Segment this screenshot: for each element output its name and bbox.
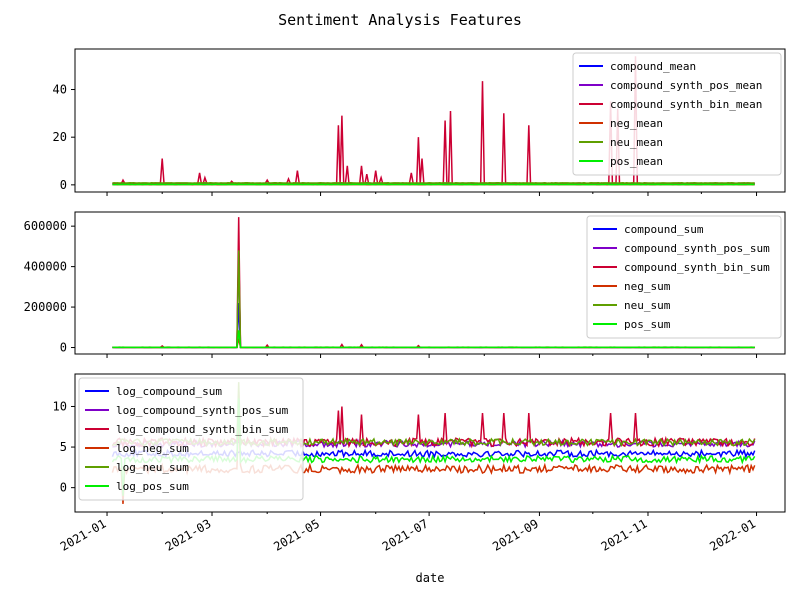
y-tick-label: 200000 <box>24 300 67 314</box>
legend-box <box>572 52 782 176</box>
x-tick-label: 2021-03 <box>163 516 214 553</box>
x-tick-label: 2022-01 <box>707 516 758 553</box>
legend: compound_sum compound_synth_pos_sumcompou… <box>586 215 782 339</box>
legend: log_compound_sum log_compound_synth_pos_s… <box>78 377 304 501</box>
series-line-pos_sum <box>112 330 755 349</box>
x-tick-label: 2021-01 <box>58 516 109 553</box>
axes-frame <box>74 373 786 513</box>
x-tick-label: 2021-05 <box>271 516 322 553</box>
x-tick-label: 2021-11 <box>599 516 650 553</box>
series-line-neg_sum <box>112 338 755 349</box>
chart-title: Sentiment Analysis Features <box>278 11 522 29</box>
legend-entry-compound_synth_pos_mean: compound_synth_pos_mean <box>610 79 762 92</box>
legend-entry-compound_synth_bin_mean: compound_synth_bin_mean <box>610 98 762 111</box>
series-lines <box>112 217 755 349</box>
y-tick-label: 0 <box>60 481 67 495</box>
legend-entry-log_compound_synth_bin_sum: log_compound_synth_bin_sum <box>116 423 289 436</box>
legend-entry-compound_mean: compound_mean <box>610 60 696 73</box>
y-tick-label: 0 <box>60 178 67 192</box>
y-tick-label: 0 <box>60 341 67 355</box>
legend-box <box>586 215 782 339</box>
legend-entry-compound_synth_bin_sum: compound_synth_bin_sum <box>624 261 770 274</box>
x-tick-label: 2021-07 <box>380 516 431 553</box>
y-tick-label: 5 <box>60 440 67 454</box>
y-tick-label: 40 <box>53 83 67 97</box>
y-tick-label: 10 <box>53 399 67 413</box>
panel-3: 0 5 10 2021-01 2021-03 2021-05 2021-07 2021-09 2… <box>53 373 786 554</box>
legend-entry-log_neu_sum: log_neu_sum <box>116 461 189 474</box>
x-tick-label: 2021-09 <box>490 516 541 553</box>
legend-entry-log_compound_synth_pos_sum: log_compound_synth_pos_sum <box>116 404 289 417</box>
panels: 0 20 40 compound_mean compound_synth_pos_mea… <box>24 48 786 554</box>
legend-box <box>78 377 304 501</box>
legend-entry-pos_mean: pos_mean <box>610 155 663 168</box>
y-tick-label: 600000 <box>24 219 67 233</box>
legend-entry-neg_sum: neg_sum <box>624 280 671 293</box>
panel-1: 0 20 40 compound_mean compound_synth_pos_mea… <box>53 48 786 196</box>
legend-entry-log_compound_sum: log_compound_sum <box>116 385 222 398</box>
legend: compound_mean compound_synth_pos_meancomp… <box>572 52 782 176</box>
legend-entry-compound_synth_pos_sum: compound_synth_pos_sum <box>624 242 770 255</box>
y-tick-label: 400000 <box>24 260 67 274</box>
legend-entry-neu_mean: neu_mean <box>610 136 663 149</box>
legend-entry-log_pos_sum: log_pos_sum <box>116 480 189 493</box>
legend-entry-neg_mean: neg_mean <box>610 117 663 130</box>
legend-entry-compound_sum: compound_sum <box>624 223 704 236</box>
axes-frame <box>74 211 786 355</box>
legend-entry-log_neg_sum: log_neg_sum <box>116 442 189 455</box>
legend-entry-neu_sum: neu_sum <box>624 299 671 312</box>
x-axis-label: date <box>416 571 445 585</box>
axes-frame <box>74 48 786 193</box>
series-lines <box>112 56 755 186</box>
legend-entry-pos_sum: pos_sum <box>624 318 671 331</box>
y-tick-label: 20 <box>53 130 67 144</box>
